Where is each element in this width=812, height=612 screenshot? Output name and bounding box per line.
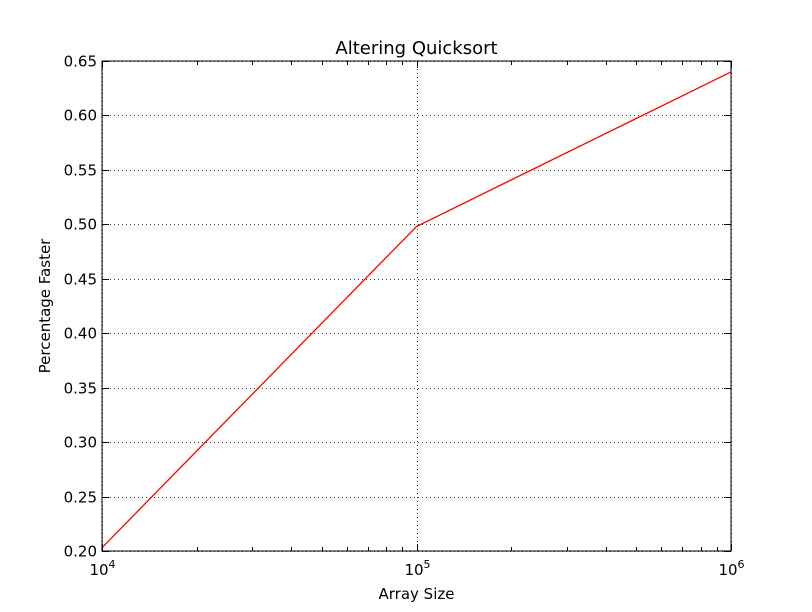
x-tick-label: 104 [89, 558, 115, 579]
x-axis-label: Array Size [379, 585, 455, 603]
y-tick-label: 0.40 [64, 325, 97, 343]
series-layer [101, 71, 732, 549]
y-tick-label: 0.35 [64, 380, 97, 398]
x-tick-labels: 104 105 106 [89, 558, 744, 579]
minor-ticks [197, 61, 718, 551]
y-tick-label: 0.50 [64, 216, 97, 234]
y-axis-label: Percentage Faster [36, 238, 54, 374]
y-tick-labels: 0.20 0.25 0.30 0.35 0.40 0.45 0.50 0.55 0.60 0.65 [64, 53, 97, 561]
y-tick-label: 0.65 [64, 53, 97, 71]
chart-title: Altering Quicksort [335, 38, 497, 59]
series-line [101, 71, 732, 549]
y-tick-label: 0.20 [64, 543, 97, 561]
y-tick-label: 0.60 [64, 107, 97, 125]
y-tick-label: 0.55 [64, 162, 97, 180]
plot-frame [101, 60, 732, 552]
y-tick-label: 0.25 [64, 489, 97, 507]
y-tick-label: 0.45 [64, 271, 97, 289]
y-tick-label: 0.30 [64, 434, 97, 452]
x-tick-label: 106 [718, 558, 744, 579]
axis-ticks [102, 61, 732, 552]
x-tick-label: 105 [404, 558, 430, 579]
